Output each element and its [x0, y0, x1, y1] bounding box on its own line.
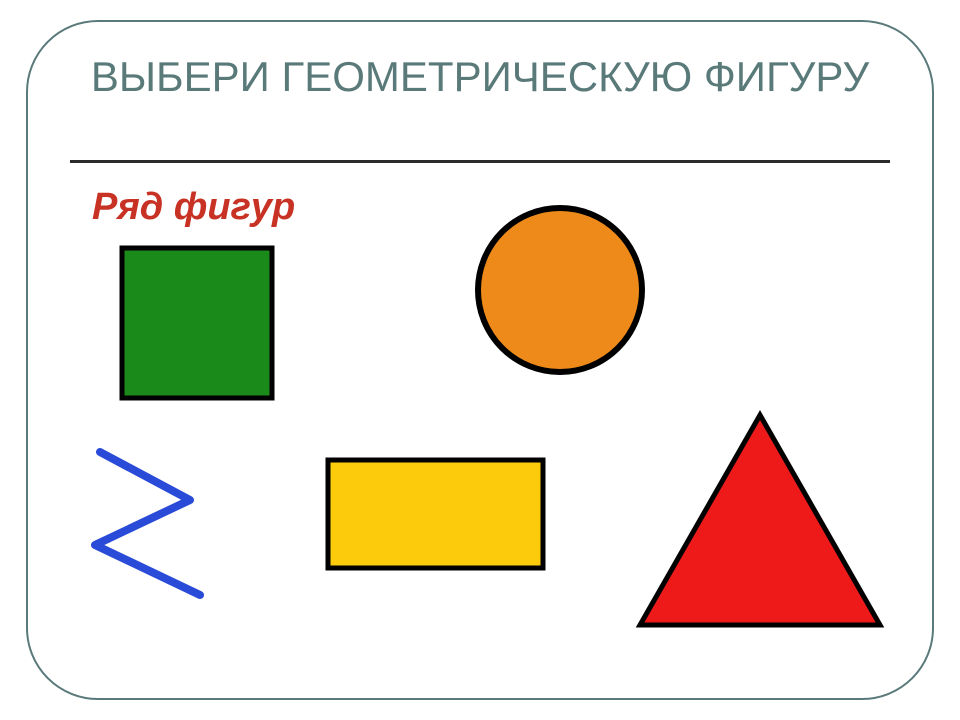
triangle-shape[interactable] [640, 415, 880, 625]
square-shape[interactable] [122, 248, 272, 398]
zigzag-shape[interactable] [95, 452, 200, 595]
rectangle-shape[interactable] [328, 460, 543, 568]
shapes-canvas [0, 0, 960, 720]
circle-shape[interactable] [478, 208, 642, 372]
